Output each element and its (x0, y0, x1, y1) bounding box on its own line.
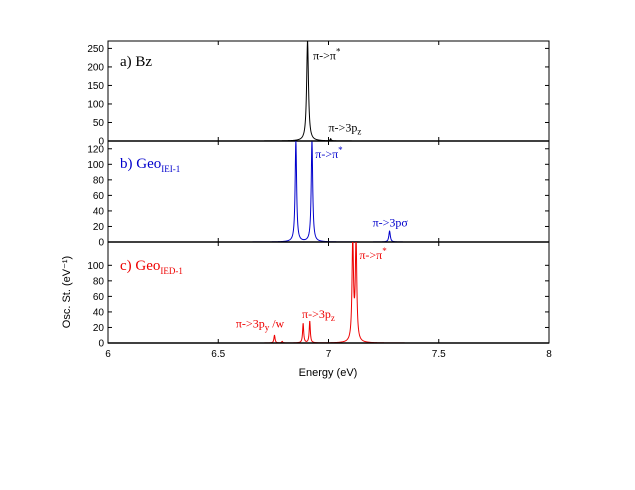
spectrum-line-geo-ied (108, 242, 549, 343)
panel-geo-iei: 0 20 40 60 80 100 120 b) GeoIEI-1 π->π* π->3pσ (87, 140, 550, 249)
y-tick-label: 60 (93, 292, 105, 303)
x-tick-label: 6 (105, 349, 111, 360)
peak-annotation: π->π* (315, 145, 343, 161)
peak-annotation: π->π* (313, 47, 341, 63)
panel-geo-ied: 0 20 40 60 80 100 c) GeoIED-1 π->3py /w π->3pz π-… (87, 241, 550, 350)
y-tick-label: 0 (98, 137, 104, 148)
y-tick-label: 250 (87, 44, 104, 55)
peak-annotation: π->3pz (329, 121, 362, 137)
x-tick-label: 7 (326, 349, 332, 360)
peak-annotation: π->3pz (302, 307, 335, 323)
y-tick-label: 0 (98, 238, 104, 249)
panel-label-geo-ied: c) GeoIED-1 (120, 258, 183, 276)
x-tick-label: 8 (546, 349, 552, 360)
y-tick-label: 40 (93, 307, 105, 318)
y-tick-label: 100 (87, 99, 104, 110)
y-tick-label: 80 (93, 175, 105, 186)
x-axis-title: Energy (eV) (299, 367, 358, 379)
y-tick-label: 100 (87, 160, 104, 171)
panel-bz: 0 50 100 150 200 250 a) Bz π->π* π->3pz (87, 40, 550, 148)
x-tick-label: 7.5 (432, 349, 446, 360)
panel-frame (107, 241, 550, 344)
y-tick-label: 0 (98, 339, 104, 350)
panel-label-geo-iei: b) GeoIEI-1 (120, 156, 180, 174)
y-tick-label: 40 (93, 206, 105, 217)
y-tick-label: 60 (93, 191, 105, 202)
peak-annotation: π->3pσ (373, 215, 409, 229)
y-tick-label: 150 (87, 81, 104, 92)
peak-annotation: π->3py /w (236, 316, 285, 332)
x-tick-label: 6.5 (211, 349, 225, 360)
peak-annotation: π->π* (359, 246, 387, 262)
y-tick-label: 20 (93, 222, 105, 233)
y-tick-label: 200 (87, 62, 104, 73)
y-tick-label: 80 (93, 276, 105, 287)
y-tick-label: 50 (93, 118, 105, 129)
y-tick-label: 120 (87, 144, 104, 155)
panel-label-bz: a) Bz (120, 54, 152, 70)
y-tick-label: 20 (93, 323, 105, 334)
y-tick-label: 100 (87, 261, 104, 272)
y-axis-title: Osc. St. (eV⁻¹) (61, 256, 73, 328)
